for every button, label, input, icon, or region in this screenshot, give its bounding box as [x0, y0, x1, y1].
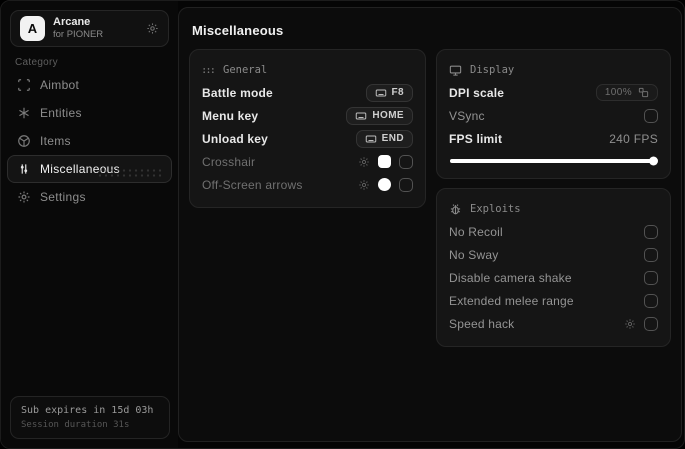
- items-icon: [17, 134, 31, 148]
- sidebar-item-label: Miscellaneous: [40, 162, 120, 176]
- no-sway-checkbox[interactable]: [644, 247, 658, 262]
- keyboard-icon: [365, 133, 377, 145]
- grid-icon: [202, 64, 215, 77]
- setting-row-menu-key: Menu key HOME: [202, 104, 413, 127]
- main-panel: Miscellaneous General: [178, 7, 682, 442]
- fps-limit-value: 240 FPS: [609, 131, 658, 146]
- sidebar-item-aimbot[interactable]: Aimbot: [7, 71, 172, 99]
- entities-icon: [17, 106, 31, 120]
- general-card: General Battle mode F8: [189, 49, 426, 208]
- crosshair-checkbox[interactable]: [399, 154, 413, 169]
- sidebar-item-settings[interactable]: Settings: [7, 183, 172, 211]
- gear-icon[interactable]: [624, 318, 636, 330]
- sidebar-item-miscellaneous[interactable]: Miscellaneous: [7, 155, 172, 183]
- card-title: Display: [470, 64, 515, 76]
- app-name: Arcane: [53, 15, 91, 28]
- setting-row-offscreen-arrows: Off-Screen arrows: [202, 173, 413, 196]
- app-subtitle: for PIONER: [53, 29, 104, 41]
- offscreen-arrows-checkbox[interactable]: [399, 177, 413, 192]
- setting-row-disable-camera-shake: Disable camera shake: [449, 266, 658, 289]
- sidebar-item-label: Items: [40, 134, 71, 148]
- session-duration-text: Session duration 31s: [21, 420, 130, 430]
- scale-icon: [638, 87, 649, 98]
- disable-camera-shake-checkbox[interactable]: [644, 270, 658, 285]
- card-title: General: [223, 64, 268, 76]
- exploits-card: Exploits No Recoil No Sway Disable camer…: [436, 188, 671, 347]
- sidebar-item-label: Aimbot: [40, 78, 80, 92]
- no-recoil-checkbox[interactable]: [644, 224, 658, 239]
- fps-limit-slider[interactable]: [450, 156, 658, 166]
- color-swatch[interactable]: [378, 155, 391, 168]
- setting-row-speed-hack: Speed hack: [449, 312, 658, 335]
- sliders-icon: [17, 162, 31, 176]
- header-gear-icon[interactable]: [146, 22, 159, 35]
- keybind-chip[interactable]: HOME: [346, 106, 413, 125]
- speed-hack-checkbox[interactable]: [644, 316, 658, 331]
- keyboard-icon: [355, 110, 367, 122]
- gear-icon: [17, 190, 31, 204]
- sidebar-item-label: Settings: [40, 190, 86, 204]
- display-card: Display DPI scale 100%: [436, 49, 671, 179]
- subscription-status-card: Sub expires in 15d 03h Session duration …: [10, 396, 170, 439]
- gear-icon[interactable]: [358, 156, 370, 168]
- setting-row-no-recoil: No Recoil: [449, 220, 658, 243]
- sidebar: A Arcane for PIONER Category Aim: [1, 1, 178, 448]
- setting-row-no-sway: No Sway: [449, 243, 658, 266]
- extended-melee-range-checkbox[interactable]: [644, 293, 658, 308]
- app-header-card: A Arcane for PIONER: [10, 10, 169, 47]
- setting-row-battle-mode: Battle mode F8: [202, 81, 413, 104]
- slider-knob[interactable]: [649, 156, 658, 166]
- vsync-checkbox[interactable]: [644, 108, 658, 123]
- setting-row-unload-key: Unload key END: [202, 127, 413, 150]
- keyboard-icon: [375, 87, 387, 99]
- category-label: Category: [15, 57, 58, 68]
- scan-icon: [17, 78, 31, 92]
- app-logo: A: [20, 16, 45, 41]
- sub-expiry-text: Sub expires in 15d 03h: [21, 405, 154, 416]
- card-title: Exploits: [470, 203, 521, 215]
- setting-row-fps-limit: FPS limit 240 FPS: [449, 131, 658, 146]
- sidebar-nav: Aimbot Entities Items: [7, 71, 172, 211]
- sidebar-item-entities[interactable]: Entities: [7, 99, 172, 127]
- setting-row-extended-melee-range: Extended melee range: [449, 289, 658, 312]
- sidebar-item-label: Entities: [40, 106, 82, 120]
- color-swatch[interactable]: [378, 178, 391, 191]
- bug-icon: [449, 203, 462, 216]
- page-title: Miscellaneous: [192, 23, 284, 38]
- setting-row-dpi-scale: DPI scale 100%: [449, 81, 658, 104]
- monitor-icon: [449, 64, 462, 77]
- setting-row-vsync: VSync: [449, 104, 658, 127]
- gear-icon[interactable]: [358, 179, 370, 191]
- sidebar-item-items[interactable]: Items: [7, 127, 172, 155]
- keybind-chip[interactable]: F8: [365, 83, 413, 102]
- keybind-chip[interactable]: END: [355, 129, 413, 148]
- setting-row-crosshair: Crosshair: [202, 150, 413, 173]
- dpi-scale-chip[interactable]: 100%: [595, 84, 658, 101]
